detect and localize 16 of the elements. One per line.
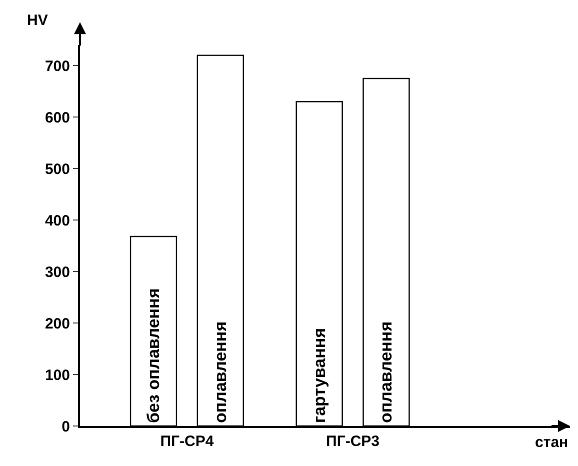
x-axis-title: стан	[535, 434, 568, 451]
y-tick-label: 100	[44, 366, 70, 384]
data-label: без оплавлення	[144, 288, 163, 423]
x-tick-label: ПГ-СР4	[160, 433, 214, 450]
data-label: оплавлення	[210, 321, 230, 423]
y-tick-label: 300	[44, 264, 70, 281]
x-tick-label: ПГ-СР3	[326, 433, 380, 450]
data-label: гартування	[310, 328, 329, 423]
y-tick-label: 200	[44, 315, 70, 332]
y-tick-label: 700	[44, 58, 70, 75]
y-axis-title: HV	[27, 12, 48, 29]
data-label: оплавлення	[376, 321, 396, 423]
y-tick-label: 400	[44, 212, 70, 230]
y-tick-label: 0	[62, 418, 70, 436]
y-tick-label: 500	[44, 160, 70, 178]
y-tick-label: 600	[44, 109, 70, 126]
